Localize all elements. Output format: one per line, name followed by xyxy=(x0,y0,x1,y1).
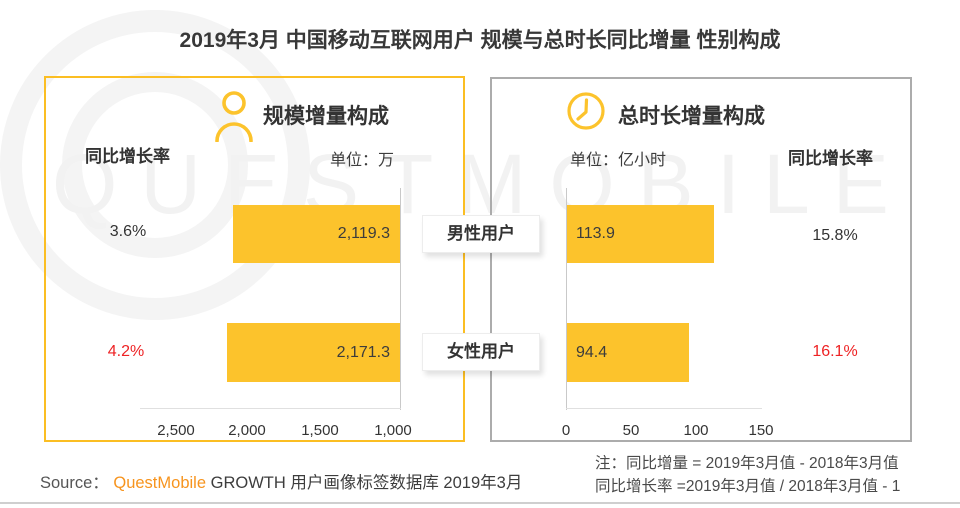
axis-tick: 2,000 xyxy=(228,422,266,439)
unit-label: 单位：万 xyxy=(330,152,395,169)
questmobile-watermark-text: QUESTMOBILE xyxy=(52,137,912,231)
calculation-note: 注：同比增量 = 2019年3月值 - 2018年3月值 同比增长率 =2019… xyxy=(595,452,955,498)
source-line: Source： QuestMobile GROWTH 用户画像标签数据库 201… xyxy=(40,469,522,493)
unit-label: 单位：亿小时 xyxy=(570,152,667,169)
bar-male-time: 113.9 xyxy=(566,205,714,263)
axis-tick: 100 xyxy=(683,422,709,439)
growth-rate-male: 15.8% xyxy=(812,227,858,244)
gender-label-female: 女性用户 xyxy=(422,333,540,371)
axis-tick: 1,500 xyxy=(301,422,339,439)
bar-male-scale: 2,119.3 xyxy=(233,205,400,263)
note-line-1: 注：同比增量 = 2019年3月值 - 2018年3月值 xyxy=(595,455,899,472)
axis-baseline xyxy=(566,188,567,410)
bar-value-label: 113.9 xyxy=(576,225,615,242)
panel-title: 规模增量构成 xyxy=(263,105,389,128)
axis-tick: 50 xyxy=(622,422,640,439)
axis-tick: 150 xyxy=(748,422,774,439)
bar-female-time: 94.4 xyxy=(566,323,689,382)
growth-rate-header: 同比增长率 xyxy=(788,149,873,168)
axis-baseline xyxy=(400,188,401,410)
growth-rate-female: 16.1% xyxy=(812,343,858,360)
growth-rate-female: 4.2% xyxy=(107,343,145,360)
axis-tick: 1,000 xyxy=(374,422,412,439)
axis-tick: 0 xyxy=(561,422,571,439)
bar-female-scale: 2,171.3 xyxy=(227,323,400,382)
gender-label-male: 男性用户 xyxy=(422,215,540,253)
bar-value-label: 2,119.3 xyxy=(337,225,390,242)
note-line-2: 同比增长率 =2019年3月值 / 2018年3月值 - 1 xyxy=(595,478,901,495)
source-description: GROWTH 用户画像标签数据库 2019年3月 xyxy=(210,474,523,492)
total-time-panel: 总时长增量构成 单位：亿小时 同比增长率 113.9 15.8% 94.4 16… xyxy=(490,77,912,442)
source-prefix: Source： xyxy=(40,474,109,492)
axis-line xyxy=(566,408,762,409)
bar-value-label: 2,171.3 xyxy=(336,344,390,361)
user-scale-panel: 规模增量构成 同比增长率 单位：万 3.6% 2,119.3 4.2% 2,17… xyxy=(44,76,465,442)
panel-title: 总时长增量构成 xyxy=(618,105,765,128)
chart-title: 2019年3月 中国移动互联网用户 规模与总时长同比增量 性别构成 xyxy=(179,29,781,52)
growth-rate-male: 3.6% xyxy=(109,223,147,240)
axis-tick: 2,500 xyxy=(157,422,195,439)
footer-divider xyxy=(0,502,960,504)
axis-line xyxy=(140,408,401,409)
bar-value-label: 94.4 xyxy=(576,344,608,361)
source-brand: QuestMobile xyxy=(113,474,207,492)
growth-rate-header: 同比增长率 xyxy=(85,147,170,166)
